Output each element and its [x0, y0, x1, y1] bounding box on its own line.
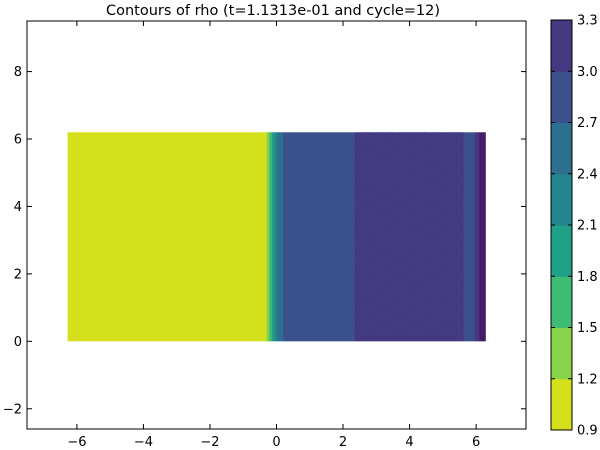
chart-title: Contours of rho (t=1.1313e-01 and cycle=…	[106, 3, 440, 19]
colorbar-label: 2.4	[577, 167, 598, 182]
contour-band-4	[271, 132, 275, 342]
colorbar-segment	[551, 20, 572, 72]
contour-band-9	[463, 132, 476, 342]
y-axis: −2 0 2 4 6 8	[3, 65, 526, 417]
x-tick-label: 0	[272, 435, 280, 450]
colorbar-label: 1.8	[577, 270, 598, 285]
y-tick-label: −2	[3, 402, 22, 417]
y-tick-label: 4	[14, 200, 22, 215]
colorbar-label: 3.3	[577, 14, 598, 29]
contour-band-3	[269, 132, 273, 342]
colorbar-label: 2.7	[577, 116, 598, 131]
colorbar-segment	[551, 276, 572, 328]
x-tick-label: 6	[472, 435, 480, 450]
contour-band-8	[354, 132, 464, 342]
colorbar-segment	[551, 327, 572, 380]
contour-band-1	[67, 132, 267, 342]
colorbar-segment	[551, 71, 572, 123]
colorbar-label: 1.2	[577, 372, 598, 387]
y-tick-label: 2	[14, 267, 22, 282]
contour-band-11	[479, 132, 486, 342]
contour-band-6	[277, 132, 284, 342]
y-tick-label: 8	[14, 65, 22, 80]
colorbar-label: 3.0	[577, 65, 598, 80]
contour-band-5	[274, 132, 278, 342]
plot-area	[67, 131, 486, 342]
colorbar-segment	[551, 122, 572, 175]
x-axis: −6 −4 −2 0 2 4 6	[67, 21, 480, 450]
colorbar-segment	[551, 173, 572, 226]
colorbar: 0.9 1.2 1.5 1.8 2.1 2.4 2.7 3.0 3.3	[550, 14, 598, 439]
contour-texture	[356, 131, 462, 337]
contour-band-2	[266, 132, 270, 342]
colorbar-segment	[551, 225, 572, 277]
x-tick-label: 2	[339, 435, 347, 450]
x-tick-label: 4	[405, 435, 413, 450]
y-tick-label: 6	[14, 133, 22, 148]
x-tick-label: −4	[134, 435, 153, 450]
x-tick-label: −6	[67, 435, 86, 450]
colorbar-segment	[551, 378, 572, 431]
y-tick-label: 0	[14, 335, 22, 350]
colorbar-label: 1.5	[577, 321, 598, 336]
colorbar-label: 2.1	[577, 219, 598, 234]
x-tick-label: −2	[200, 435, 219, 450]
contour-band-10	[474, 132, 480, 342]
colorbar-label: 0.9	[577, 424, 598, 439]
contour-band-7	[283, 132, 356, 342]
